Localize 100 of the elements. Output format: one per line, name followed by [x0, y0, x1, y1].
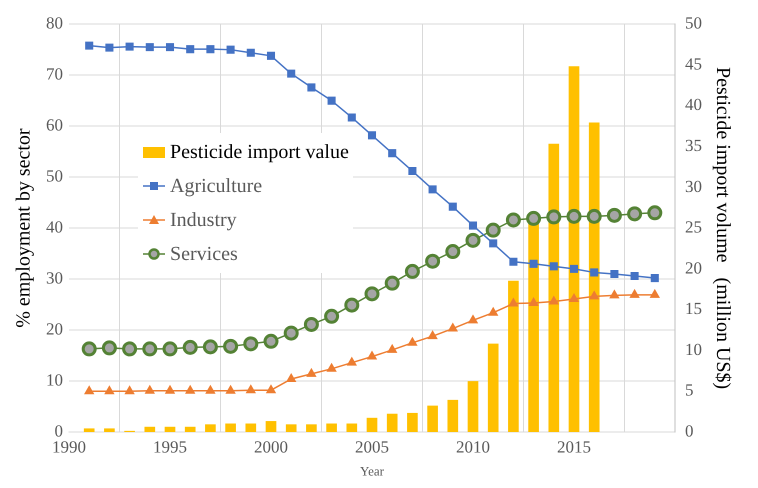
- point: [466, 232, 480, 248]
- point: [387, 344, 398, 353]
- bar: [326, 424, 337, 432]
- point: [142, 341, 158, 356]
- bar: [306, 424, 317, 432]
- y-tick-label: 10: [46, 370, 63, 390]
- point: [586, 208, 602, 224]
- y2-tick-label: 20: [685, 258, 702, 278]
- point: [266, 52, 276, 60]
- point: [165, 385, 175, 394]
- point: [367, 351, 377, 360]
- bar: [346, 424, 358, 432]
- point: [348, 113, 356, 122]
- point: [226, 385, 236, 394]
- point: [550, 262, 558, 270]
- bar: [447, 400, 458, 432]
- point: [223, 338, 238, 354]
- point: [206, 45, 214, 54]
- point: [85, 42, 94, 50]
- point: [146, 43, 154, 52]
- point: [569, 293, 579, 302]
- bar: [205, 424, 216, 432]
- point: [284, 326, 299, 341]
- point: [186, 45, 194, 54]
- legend-label: Industry: [170, 208, 237, 232]
- point: [508, 298, 518, 307]
- bar: [407, 412, 418, 432]
- point: [650, 289, 660, 298]
- x-tick-label: 2005: [355, 438, 389, 457]
- point: [570, 264, 578, 273]
- legend-label: Pesticide import value: [170, 140, 349, 164]
- point: [122, 341, 138, 356]
- y-tick-label: 0: [54, 421, 63, 440]
- y-axis-title: % employment by sector: [12, 128, 34, 328]
- point: [468, 314, 478, 324]
- point: [364, 286, 380, 302]
- y2-tick-label: 40: [685, 95, 702, 114]
- y-tick-label: 60: [46, 116, 63, 135]
- point: [468, 222, 478, 230]
- y2-tick-label: 10: [685, 340, 702, 359]
- point: [647, 205, 662, 220]
- y2-tick-label: 5: [685, 380, 694, 400]
- point: [546, 209, 562, 224]
- point: [627, 206, 642, 222]
- point: [344, 298, 360, 313]
- point: [509, 258, 518, 266]
- point: [306, 368, 316, 377]
- bar: [266, 421, 276, 432]
- point: [304, 316, 319, 332]
- point: [346, 357, 357, 366]
- bar: [427, 406, 438, 432]
- x-tick-label: 2000: [254, 438, 288, 457]
- point: [307, 83, 316, 92]
- point: [489, 239, 498, 248]
- point: [566, 208, 582, 224]
- point: [610, 290, 620, 298]
- point: [202, 339, 218, 354]
- point: [548, 296, 559, 305]
- bar: [468, 381, 478, 432]
- point: [448, 202, 457, 211]
- point: [388, 149, 396, 158]
- point: [368, 131, 376, 140]
- point: [404, 264, 420, 279]
- y2-tick-label: 25: [685, 218, 702, 237]
- point: [185, 385, 196, 394]
- point: [445, 244, 460, 260]
- point: [408, 166, 416, 176]
- point: [488, 307, 498, 316]
- bar: [225, 424, 236, 432]
- y2-tick-label: 30: [685, 176, 702, 196]
- point: [425, 254, 440, 269]
- point: [384, 276, 400, 291]
- point: [243, 336, 258, 352]
- point: [324, 308, 340, 324]
- y-tick-label: 50: [46, 166, 63, 186]
- x-tick-label: 1990: [52, 438, 86, 457]
- bar: [588, 122, 600, 432]
- point: [328, 96, 336, 105]
- x-axis-title: Year: [360, 464, 385, 479]
- point: [206, 385, 216, 394]
- legend-label: Services: [170, 242, 238, 266]
- y2-tick-label: 50: [685, 14, 702, 33]
- y-tick-label: 30: [46, 268, 63, 288]
- point: [528, 298, 538, 306]
- legend-label: Agriculture: [170, 174, 262, 198]
- point: [590, 268, 598, 276]
- point: [486, 222, 501, 238]
- x-tick-label: 2010: [456, 438, 490, 457]
- bar: [386, 414, 398, 432]
- point: [630, 272, 639, 280]
- bar: [488, 344, 499, 432]
- y-tick-label: 20: [46, 320, 63, 339]
- y-tick-label: 70: [46, 64, 63, 84]
- y2-tick-label: 35: [685, 136, 702, 156]
- point: [286, 373, 296, 382]
- point: [650, 274, 659, 282]
- bar: [104, 428, 115, 432]
- point: [246, 48, 255, 57]
- point: [166, 43, 174, 52]
- point: [266, 384, 276, 394]
